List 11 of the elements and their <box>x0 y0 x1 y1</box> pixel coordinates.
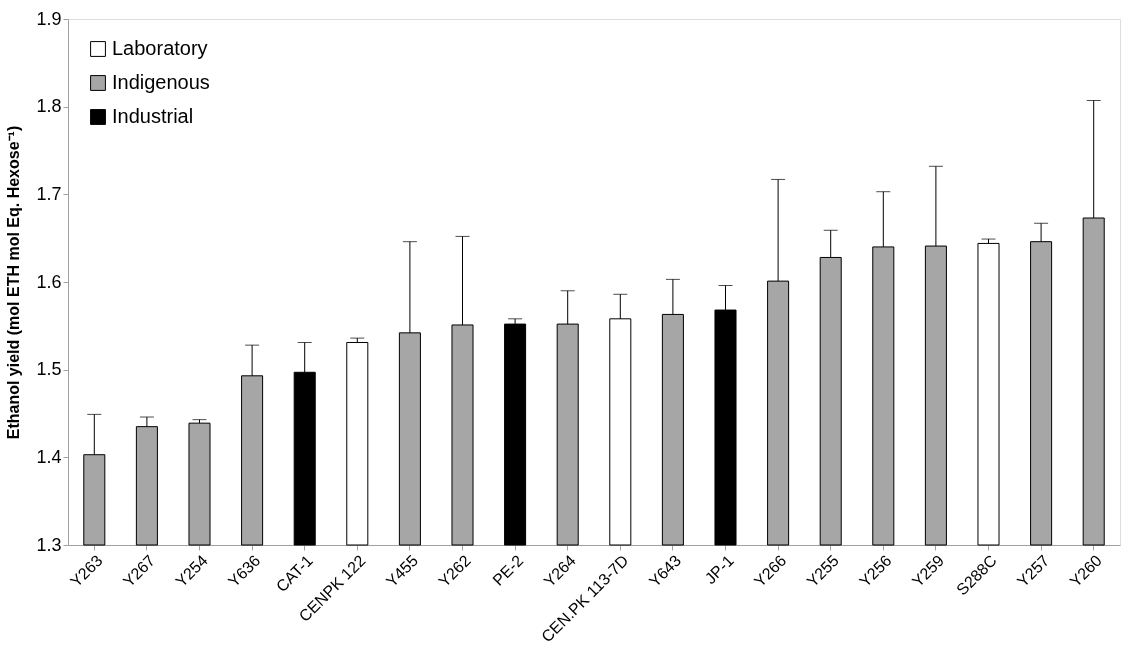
legend-label: Industrial <box>112 105 194 127</box>
y-tick-label: 1.9 <box>36 8 62 29</box>
y-tick-label: 1.7 <box>36 183 62 204</box>
y-axis-title: Ethanol yield (mol ETH mol Eq. Hexose⁻¹) <box>5 125 23 440</box>
y-tick-label: 1.8 <box>36 96 62 117</box>
y-tick-label: 1.4 <box>36 446 62 467</box>
legend-label: Indigenous <box>112 71 210 93</box>
y-tick-label: 1.3 <box>36 534 62 555</box>
y-tick-label: 1.5 <box>36 359 62 380</box>
legend-label: Laboratory <box>112 37 208 59</box>
y-tick-label: 1.6 <box>36 271 62 292</box>
